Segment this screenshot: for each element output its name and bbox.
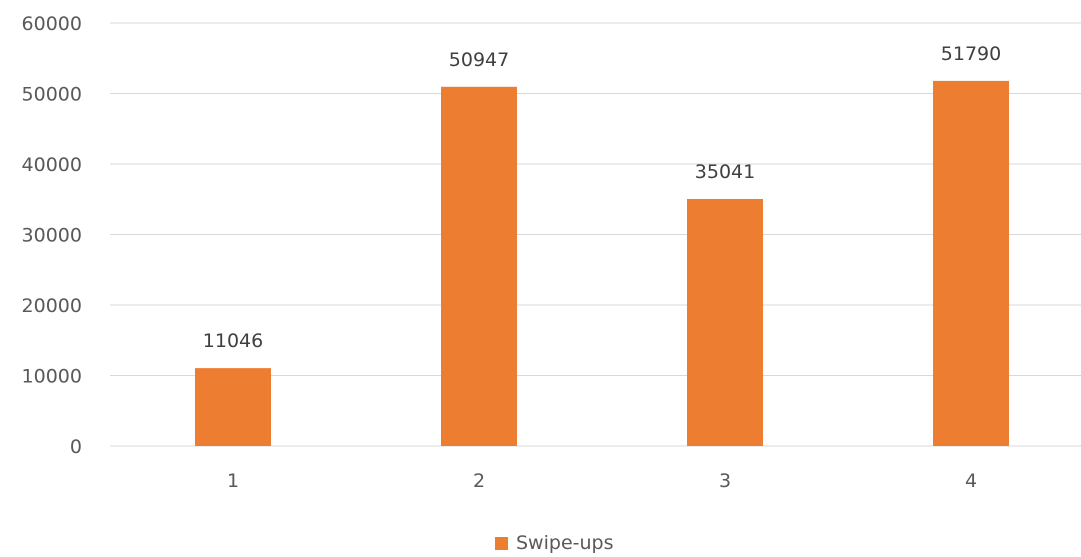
y-tick-label: 60000 bbox=[22, 13, 82, 35]
data-label-3: 35041 bbox=[695, 161, 755, 183]
y-tick-label: 50000 bbox=[22, 84, 82, 106]
y-tick-label: 20000 bbox=[22, 295, 82, 317]
data-label-4: 51790 bbox=[941, 43, 1001, 65]
x-tick-label: 1 bbox=[227, 470, 239, 492]
bar-2 bbox=[441, 86, 517, 447]
data-labels: 11046 50947 35041 51790 bbox=[203, 43, 1001, 352]
x-tick-label: 2 bbox=[473, 470, 485, 492]
y-tick-label: 10000 bbox=[22, 366, 82, 388]
legend: Swipe-ups bbox=[495, 532, 614, 554]
x-tick-label: 3 bbox=[719, 470, 731, 492]
data-label-1: 11046 bbox=[203, 330, 263, 352]
bar-4 bbox=[933, 80, 1009, 447]
y-tick-label: 0 bbox=[70, 436, 82, 458]
legend-swatch bbox=[495, 537, 508, 550]
gridlines bbox=[110, 22, 1081, 447]
y-axis-tick-labels: 0 10000 20000 30000 40000 50000 60000 bbox=[22, 13, 82, 458]
bars bbox=[195, 80, 1009, 447]
y-tick-label: 30000 bbox=[22, 225, 82, 247]
legend-label: Swipe-ups bbox=[516, 532, 614, 554]
x-tick-label: 4 bbox=[965, 470, 977, 492]
bar-1 bbox=[195, 368, 271, 446]
bar-3 bbox=[687, 198, 763, 446]
y-tick-label: 40000 bbox=[22, 154, 82, 176]
x-axis-tick-labels: 1 2 3 4 bbox=[227, 470, 977, 492]
data-label-2: 50947 bbox=[449, 49, 509, 71]
